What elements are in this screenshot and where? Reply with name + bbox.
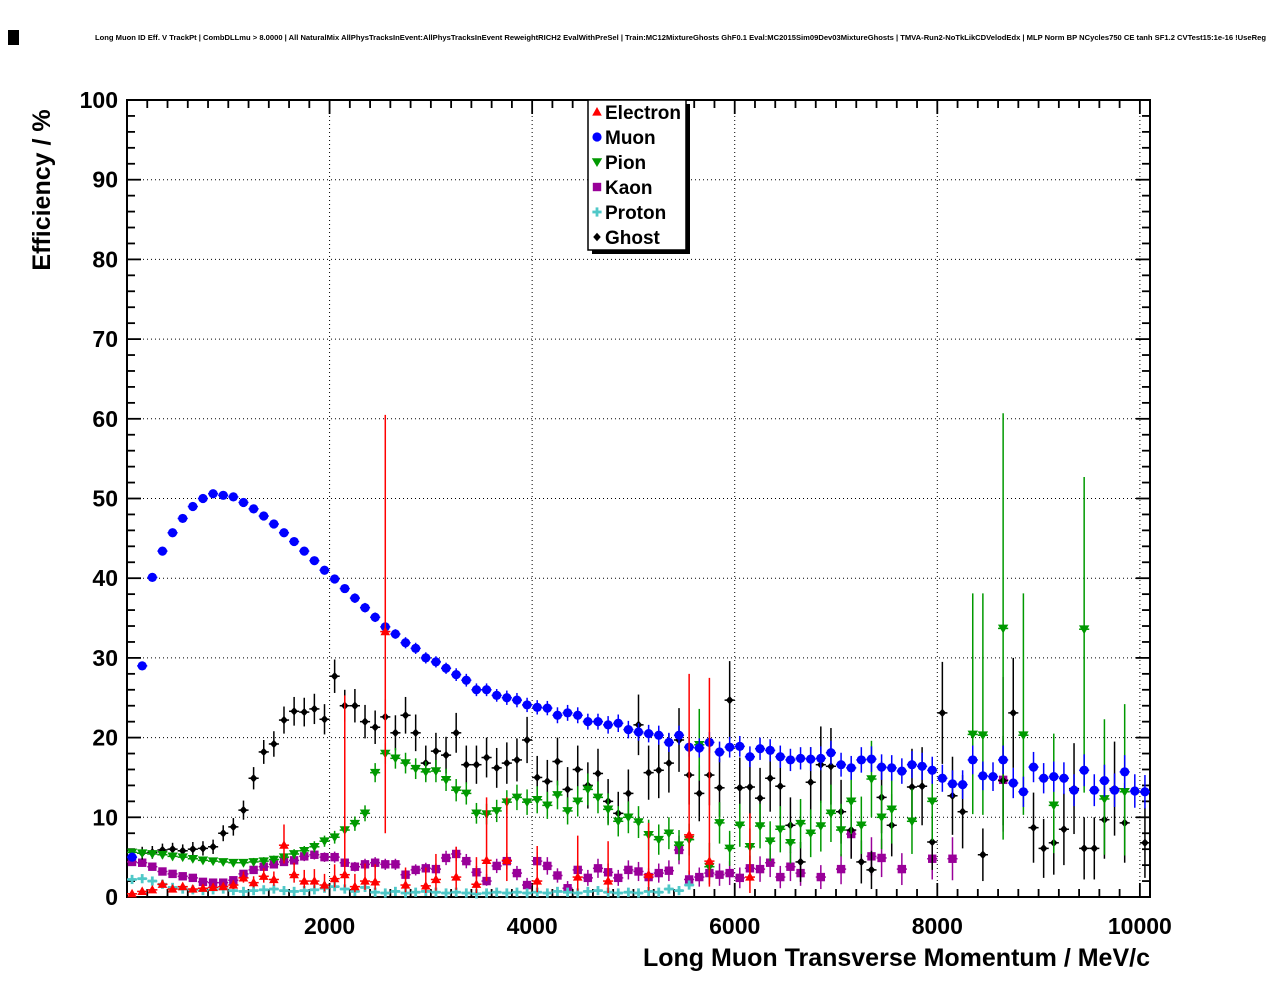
- gridlines: [127, 99, 1150, 897]
- y-axis-tick-labels: 0 10 20 30 40 50 60 70 80 90 100: [80, 87, 118, 910]
- svg-text:Electron: Electron: [605, 103, 681, 124]
- svg-text:50: 50: [92, 486, 118, 512]
- y-axis-title: Efficiency / %: [28, 109, 56, 270]
- svg-text:80: 80: [92, 246, 118, 272]
- legend-item-proton: Proton: [592, 203, 666, 224]
- series-proton: [127, 874, 695, 899]
- corner-mark: [8, 30, 19, 45]
- x-axis-tick-labels: 2000 4000 6000 8000 10000: [304, 913, 1172, 939]
- svg-text:20: 20: [92, 725, 118, 751]
- series-pion: [126, 413, 1130, 880]
- plot-title: Long Muon ID Eff. V TrackPt | CombDLLmu …: [95, 33, 1266, 42]
- legend-item-pion: Pion: [591, 153, 646, 174]
- svg-text:30: 30: [92, 645, 118, 671]
- svg-text:90: 90: [92, 167, 118, 193]
- svg-text:10000: 10000: [1108, 913, 1172, 939]
- svg-text:100: 100: [80, 87, 118, 113]
- svg-text:2000: 2000: [304, 913, 355, 939]
- svg-text:Long Muon Transverse Momentum: Long Muon Transverse Momentum / MeV/c: [643, 944, 1150, 972]
- axis-ticks: [127, 100, 1150, 897]
- svg-text:6000: 6000: [709, 913, 760, 939]
- svg-text:4000: 4000: [507, 913, 558, 939]
- svg-text:Efficiency / %: Efficiency / %: [28, 109, 56, 270]
- legend-item-kaon: Kaon: [592, 178, 653, 199]
- svg-text:Kaon: Kaon: [605, 178, 653, 199]
- svg-text:0: 0: [105, 884, 118, 910]
- legend-item-muon: Muon: [592, 128, 656, 149]
- legend-item-ghost: Ghost: [593, 228, 661, 249]
- svg-text:60: 60: [92, 406, 118, 432]
- svg-text:10: 10: [92, 804, 118, 830]
- svg-text:70: 70: [92, 326, 118, 352]
- svg-text:8000: 8000: [912, 913, 963, 939]
- svg-text:Proton: Proton: [605, 203, 666, 224]
- svg-text:Muon: Muon: [605, 128, 656, 149]
- series-ghost: [137, 657, 1150, 890]
- series-muon: [127, 489, 1150, 862]
- legend-item-electron: Electron: [592, 103, 681, 124]
- svg-text:Pion: Pion: [605, 153, 646, 174]
- series-electron: [127, 414, 755, 898]
- x-axis-title: Long Muon Transverse Momentum / MeV/c: [643, 944, 1150, 972]
- svg-text:Ghost: Ghost: [605, 228, 661, 249]
- svg-text:40: 40: [92, 565, 118, 591]
- legend: Electron Muon Pion Kaon Proton Ghost: [587, 99, 690, 254]
